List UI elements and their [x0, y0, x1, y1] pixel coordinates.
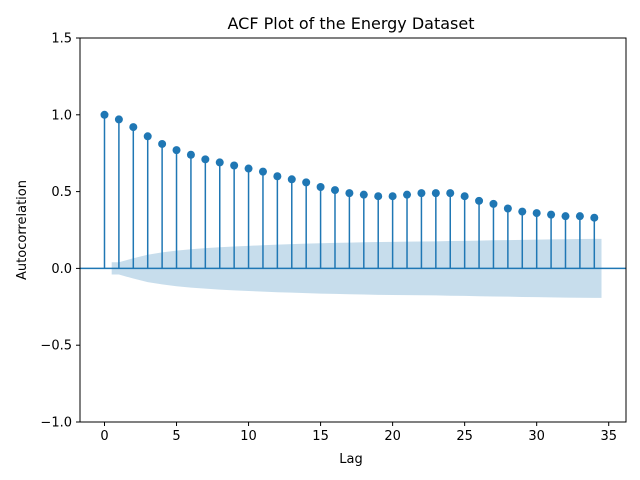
acf-point-lag-17 — [345, 189, 354, 198]
acf-point-lag-8 — [215, 158, 224, 167]
acf-point-lag-15 — [316, 182, 325, 191]
acf-point-lag-23 — [431, 189, 440, 198]
acf-point-lag-4 — [158, 139, 167, 148]
y-tick-label: 1.5 — [51, 32, 72, 47]
acf-point-lag-25 — [460, 192, 469, 201]
acf-point-lag-7 — [201, 155, 210, 164]
x-tick-label: 15 — [312, 429, 329, 444]
acf-point-lag-22 — [417, 189, 426, 198]
acf-point-lag-31 — [547, 210, 556, 219]
acf-point-lag-0 — [100, 110, 109, 119]
acf-point-lag-2 — [129, 123, 138, 132]
acf-point-lag-13 — [287, 175, 296, 184]
acf-point-lag-10 — [244, 164, 253, 173]
stem-layer — [103, 114, 596, 269]
x-tick-label: 20 — [384, 429, 401, 444]
x-tick-label: 5 — [172, 429, 180, 444]
acf-point-lag-14 — [302, 178, 311, 187]
x-axis-label: Lag — [339, 452, 362, 467]
acf-point-lag-32 — [561, 212, 570, 221]
acf-point-lag-29 — [518, 207, 527, 216]
x-tick-label: 30 — [528, 429, 545, 444]
acf-point-lag-34 — [590, 213, 599, 222]
y-tick-label: 1.0 — [51, 108, 72, 123]
y-tick-label: 0.0 — [51, 262, 72, 277]
acf-point-lag-19 — [374, 192, 383, 201]
y-tick-label: −1.0 — [40, 416, 72, 431]
acf-point-lag-26 — [475, 196, 484, 205]
acf-point-lag-27 — [489, 199, 498, 208]
plot-area-frame — [79, 37, 627, 423]
x-tick-label: 25 — [456, 429, 473, 444]
acf-point-lag-3 — [143, 132, 152, 141]
acf-point-lag-30 — [532, 209, 541, 218]
acf-point-lag-9 — [230, 161, 239, 170]
acf-point-lag-11 — [258, 167, 267, 176]
x-tick-label: 10 — [240, 429, 257, 444]
acf-point-lag-12 — [273, 172, 282, 181]
point-layer — [100, 110, 599, 222]
x-tick-label: 35 — [600, 429, 617, 444]
acf-point-lag-6 — [186, 150, 195, 159]
acf-point-lag-18 — [359, 190, 368, 199]
acf-point-lag-20 — [388, 192, 397, 201]
acf-point-lag-5 — [172, 146, 181, 155]
acf-point-lag-28 — [503, 204, 512, 213]
x-tick-label: 0 — [100, 429, 108, 444]
acf-point-lag-24 — [446, 189, 455, 198]
acf-point-lag-21 — [403, 190, 412, 199]
chart-title: ACF Plot of the Energy Dataset — [228, 14, 475, 33]
y-tick-label: 0.5 — [51, 185, 72, 200]
y-axis-label: Autocorrelation — [15, 180, 30, 280]
acf-point-lag-33 — [575, 212, 584, 221]
acf-point-lag-16 — [330, 186, 339, 195]
x-axis-ticks: 0 5 10 15 20 25 30 35 — [100, 422, 617, 444]
y-axis-ticks: −1.0 −0.5 0.0 0.5 1.0 1.5 — [40, 32, 80, 431]
acf-point-lag-1 — [114, 115, 123, 124]
y-tick-label: −0.5 — [40, 339, 72, 354]
